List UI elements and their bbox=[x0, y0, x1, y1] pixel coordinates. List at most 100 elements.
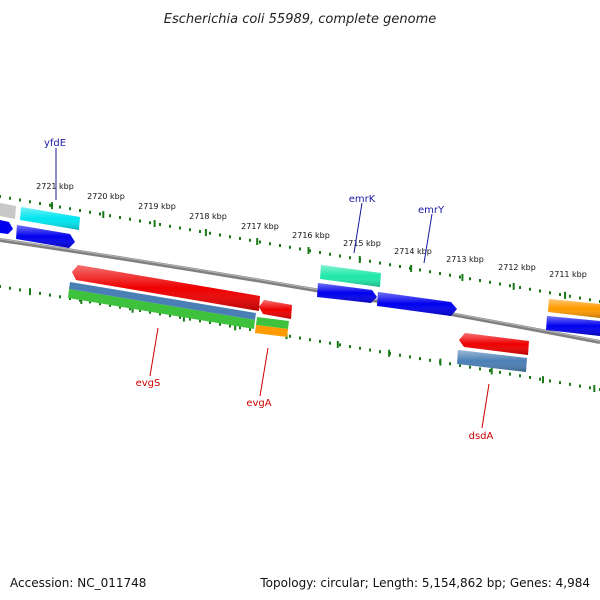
ruler-minor-tick bbox=[0, 285, 1, 288]
ruler-major-tick bbox=[307, 246, 310, 254]
gene-arrow-grey[interactable] bbox=[0, 203, 16, 219]
tick-label: 2711 kbp bbox=[549, 270, 587, 279]
ruler-major-tick bbox=[388, 349, 391, 357]
ruler-minor-tick bbox=[289, 334, 291, 338]
ruler-minor-tick bbox=[149, 221, 151, 225]
ruler-minor-tick bbox=[119, 216, 121, 219]
ruler-minor-tick bbox=[199, 319, 201, 323]
ruler-minor-tick bbox=[319, 251, 321, 254]
ruler-minor-tick bbox=[29, 200, 31, 204]
gene-arrow-orange-evgA[interactable] bbox=[255, 325, 288, 337]
ruler-minor-tick bbox=[49, 293, 51, 297]
label-leader bbox=[149, 327, 159, 377]
ruler-minor-tick bbox=[229, 235, 231, 239]
ruler-minor-tick bbox=[99, 302, 101, 306]
ruler-minor-tick bbox=[569, 382, 571, 386]
gene-label-evgS[interactable]: evgS bbox=[136, 378, 161, 389]
ruler-minor-tick bbox=[519, 286, 521, 289]
ruler-minor-tick bbox=[79, 298, 81, 302]
ruler-minor-tick bbox=[169, 314, 171, 318]
ruler-minor-tick bbox=[279, 244, 281, 247]
tick-label: 2719 kbp bbox=[138, 202, 176, 211]
ruler-minor-tick bbox=[469, 277, 471, 281]
ruler-minor-tick bbox=[379, 350, 381, 354]
gene-arrow-green-evgA[interactable] bbox=[256, 317, 289, 329]
ruler-major-tick bbox=[182, 314, 185, 322]
tick-label: 2716 kbp bbox=[292, 231, 330, 240]
gene-arrow-green-evgS[interactable] bbox=[68, 289, 255, 329]
gene-labels: yfdE emrK emrY evgS evgA dsdA bbox=[44, 138, 494, 442]
ruler-minor-tick bbox=[459, 363, 461, 367]
ruler-minor-tick bbox=[249, 327, 251, 331]
ruler-minor-tick bbox=[209, 231, 211, 235]
ruler-minor-tick bbox=[399, 353, 401, 357]
ruler-minor-tick bbox=[589, 386, 591, 390]
ruler-minor-tick bbox=[159, 312, 161, 316]
ruler-minor-tick bbox=[419, 357, 421, 361]
tick-label: 2714 kbp bbox=[394, 247, 432, 256]
ruler-minor-tick bbox=[9, 196, 11, 200]
ruler-minor-tick bbox=[299, 336, 301, 340]
ruler-minor-tick bbox=[129, 307, 131, 311]
ruler-minor-tick bbox=[339, 254, 341, 258]
ruler-major-tick bbox=[593, 385, 596, 393]
ruler-major-tick bbox=[410, 264, 413, 272]
tick-label: 2720 kbp bbox=[87, 192, 125, 201]
ruler-major-tick bbox=[336, 340, 339, 348]
genome-backbone bbox=[0, 238, 600, 344]
map-title: Escherichia coli 55989, complete genome bbox=[164, 12, 436, 27]
ruler-major-tick bbox=[564, 291, 566, 299]
ruler-major-tick bbox=[439, 358, 442, 366]
ruler-minor-tick bbox=[59, 295, 61, 299]
ruler-minor-tick bbox=[199, 230, 201, 233]
gene-arrow-steel-evgS[interactable] bbox=[69, 282, 256, 320]
ruler-minor-tick bbox=[569, 294, 571, 298]
gene-label-dsdA[interactable]: dsdA bbox=[469, 431, 494, 442]
ruler-minor-tick bbox=[439, 272, 441, 275]
label-leader bbox=[481, 383, 490, 429]
ruler-major-tick bbox=[204, 229, 207, 237]
ruler-minor-tick bbox=[419, 268, 421, 272]
ruler-major-tick bbox=[256, 238, 259, 246]
ruler-minor-tick bbox=[269, 242, 271, 246]
ruler-minor-tick bbox=[509, 284, 511, 288]
label-leader bbox=[259, 347, 269, 397]
ruler-minor-tick bbox=[229, 324, 231, 328]
ruler-minor-tick bbox=[469, 365, 471, 369]
ruler-minor-tick bbox=[349, 256, 351, 260]
gene-label-emrY[interactable]: emrY bbox=[418, 205, 445, 216]
ruler-minor-tick bbox=[459, 275, 461, 279]
ruler-minor-tick bbox=[579, 384, 581, 388]
gene-arrow-blue[interactable] bbox=[0, 220, 13, 234]
ruler-minor-tick bbox=[249, 238, 251, 242]
ruler-minor-tick bbox=[429, 270, 431, 274]
ruler-minor-tick bbox=[49, 203, 51, 207]
ruler-minor-tick bbox=[429, 358, 431, 362]
ruler-minor-tick bbox=[219, 233, 221, 237]
ruler-minor-tick bbox=[549, 291, 551, 295]
ruler-minor-tick bbox=[489, 280, 491, 284]
ruler-minor-tick bbox=[19, 198, 21, 202]
ruler-major-tick bbox=[80, 296, 83, 304]
tick-label: 2717 kbp bbox=[241, 222, 279, 231]
gene-shading bbox=[16, 207, 600, 372]
gene-label-yfdE[interactable]: yfdE bbox=[44, 138, 66, 149]
gene-label-evgA[interactable]: evgA bbox=[246, 398, 271, 409]
ruler-minor-tick bbox=[399, 265, 401, 268]
genome-summary-text: Topology: circular; Length: 5,154,862 bp… bbox=[259, 576, 590, 590]
ruler-minor-tick bbox=[219, 322, 221, 326]
ruler-minor-tick bbox=[509, 372, 511, 376]
ruler-minor-tick bbox=[449, 362, 451, 366]
ruler-minor-tick bbox=[39, 202, 41, 205]
ruler-major-tick bbox=[542, 376, 544, 384]
ruler-minor-tick bbox=[179, 226, 181, 230]
ruler-minor-tick bbox=[39, 291, 41, 295]
ruler-minor-tick bbox=[139, 309, 141, 313]
genome-backbone-highlight bbox=[0, 238, 600, 342]
ruler-minor-tick bbox=[589, 298, 591, 302]
ruler-minor-tick bbox=[529, 287, 531, 291]
ruler-minor-tick bbox=[299, 247, 301, 251]
gene-label-emrK[interactable]: emrK bbox=[349, 194, 376, 205]
